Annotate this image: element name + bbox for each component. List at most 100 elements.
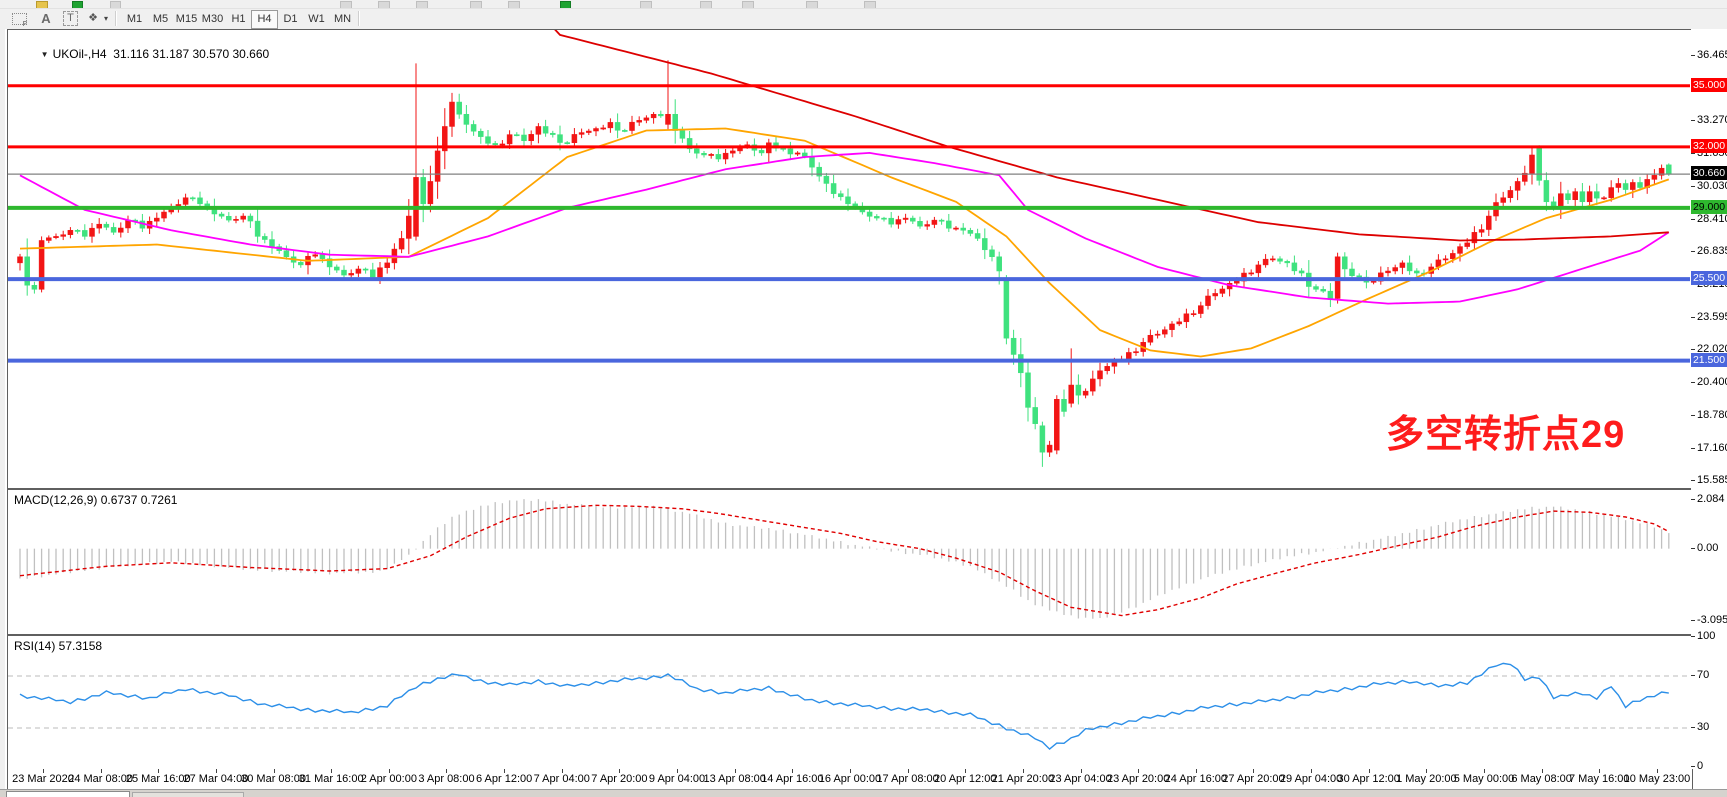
timeframe-mn-button[interactable]: MN — [333, 13, 352, 25]
axis-tick-label: -3.0957 — [1697, 614, 1727, 626]
time-axis-tick — [1599, 769, 1601, 773]
time-axis[interactable]: 23 Mar 2020 24 Mar 08:00 25 Mar 16:00 27 Ma… — [7, 769, 1693, 789]
time-axis-label: 23 Apr 04:00 — [1049, 773, 1112, 785]
axis-tick — [1691, 548, 1695, 549]
timeframe-m5-button[interactable]: M5 — [152, 13, 169, 25]
time-axis-label: 27 Mar 04:00 — [183, 773, 249, 785]
axis-tick-label: 23.595 — [1697, 311, 1727, 323]
time-axis-label: 27 Apr 20:00 — [1222, 773, 1285, 785]
time-axis-label: 10 May 23:00 — [1623, 773, 1691, 785]
macd-indicator-panel[interactable]: MACD(12,26,9) 0.6737 0.7261 — [7, 489, 1693, 635]
clipped-toolbar-icon — [416, 1, 428, 8]
clipped-toolbar-icon — [560, 1, 571, 8]
timeframe-w1-button[interactable]: W1 — [308, 13, 325, 25]
axis-tick-label: 2.084 — [1697, 493, 1725, 505]
arrows-tool-icon[interactable]: ❖ — [88, 12, 98, 24]
timeframe-m15-button[interactable]: M15 — [175, 13, 198, 25]
axis-tick — [1691, 120, 1695, 121]
axis-tick-label: 0.00 — [1697, 542, 1719, 554]
axis-tick-label: 28.410 — [1697, 213, 1727, 225]
time-axis-tick — [273, 769, 275, 773]
text-label-icon[interactable]: A — [41, 11, 51, 26]
time-axis-tick — [388, 769, 390, 773]
clipped-toolbar-icon — [378, 1, 390, 8]
text-box-icon[interactable]: T — [63, 11, 78, 26]
axis-tick-label: 33.270 — [1697, 114, 1727, 126]
time-axis-tick — [1253, 769, 1255, 773]
axis-tick — [1691, 415, 1695, 416]
time-axis-tick — [619, 769, 621, 773]
time-axis-tick — [1484, 769, 1485, 773]
axis-tick — [1691, 186, 1695, 187]
timeframe-m30-button[interactable]: M30 — [201, 13, 224, 25]
time-axis-tick — [100, 769, 102, 773]
time-axis-label: 1 May 20:00 — [1396, 773, 1457, 785]
price-level-badge: 30.660 — [1691, 166, 1727, 180]
ohlc-values: 31.116 31.187 30.570 30.660 — [113, 47, 270, 61]
timeframe-h4-button[interactable]: H4 — [251, 10, 278, 29]
time-axis-tick — [1080, 769, 1082, 773]
time-axis-tick — [849, 769, 851, 773]
time-axis-tick — [907, 769, 909, 773]
price-level-badge: 35.000 — [1691, 78, 1727, 92]
rsi-indicator-panel[interactable]: RSI(14) 57.3158 — [7, 635, 1693, 770]
price-axis[interactable]: 36.46534.84533.27031.65030.03028.41026.8… — [1691, 29, 1727, 789]
axis-tick — [1691, 382, 1695, 383]
time-axis-tick — [1368, 769, 1370, 773]
time-axis-label: 23 Mar 2020 — [12, 773, 74, 785]
chart-tab[interactable] — [132, 792, 244, 797]
chart-header: ▼ UKOil-,H4 31.116 31.187 30.570 30.660 — [14, 33, 270, 75]
time-axis-tick — [1138, 769, 1140, 773]
axis-tick-label: 15.585 — [1697, 474, 1727, 486]
main-price-panel[interactable]: ▼ UKOil-,H4 31.116 31.187 30.570 30.660 多… — [7, 29, 1693, 489]
time-axis-label: 5 May 00:00 — [1453, 773, 1515, 785]
time-axis-tick — [734, 769, 736, 773]
timeframe-d1-button[interactable]: D1 — [283, 13, 298, 25]
time-axis-tick — [792, 769, 794, 773]
time-axis-label: 6 May 08:00 — [1511, 773, 1572, 785]
clipped-toolbar-icon — [806, 1, 818, 8]
time-axis-tick — [1195, 769, 1197, 773]
toolbar-overflow-strip — [0, 0, 1727, 9]
clipped-toolbar-icon — [470, 1, 482, 8]
time-axis-tick — [1426, 769, 1428, 773]
time-axis-tick — [1311, 769, 1313, 773]
clipped-toolbar-icon — [72, 1, 83, 8]
time-axis-label: 7 May 16:00 — [1568, 773, 1630, 785]
time-axis-tick — [1022, 769, 1024, 773]
cursor-crosshair-icon[interactable]: F — [12, 13, 27, 28]
clipped-toolbar-icon — [700, 1, 712, 8]
axis-tick-label: 20.400 — [1697, 376, 1727, 388]
chart-tab-active[interactable] — [6, 791, 130, 797]
time-axis-tick — [561, 769, 563, 773]
time-axis-label: 6 Apr 12:00 — [475, 773, 533, 785]
rsi-label: RSI(14) 57.3158 — [14, 639, 103, 653]
axis-tick — [1691, 349, 1695, 350]
axis-tick-label: 0 — [1697, 760, 1704, 772]
price-level-badge: 21.500 — [1691, 353, 1727, 367]
time-axis-tick — [504, 769, 506, 773]
chart-tab-bar — [0, 789, 1727, 797]
time-axis-tick — [1541, 769, 1543, 773]
arrows-dropdown-icon[interactable]: ▾ — [103, 14, 108, 23]
axis-tick — [1691, 153, 1695, 154]
line-studies-toolbar: F A T ❖ ▾ M1 M5 M15 M30 H1 H4 D1 W1 MN — [0, 9, 1727, 30]
axis-tick — [1691, 620, 1695, 621]
time-axis-label: 16 Apr 00:00 — [818, 773, 882, 785]
price-level-badge: 25.500 — [1691, 271, 1727, 285]
price-level-badge: 29.000 — [1691, 200, 1727, 214]
toolbar-separator — [358, 11, 360, 26]
axis-tick-label: 36.465 — [1697, 49, 1727, 61]
clipped-toolbar-icon — [110, 1, 121, 8]
timeframe-m1-button[interactable]: M1 — [126, 13, 143, 25]
axis-tick — [1691, 766, 1695, 767]
axis-tick — [1691, 480, 1695, 481]
time-axis-label: 7 Apr 04:00 — [533, 773, 590, 785]
time-axis-tick — [446, 769, 448, 773]
time-axis-label: 14 Apr 16:00 — [761, 773, 824, 785]
time-axis-label: 17 Apr 08:00 — [876, 773, 939, 785]
collapse-arrow-icon[interactable]: ▼ — [40, 50, 49, 59]
time-axis-label: 24 Mar 08:00 — [68, 773, 134, 785]
timeframe-h1-button[interactable]: H1 — [231, 13, 246, 25]
